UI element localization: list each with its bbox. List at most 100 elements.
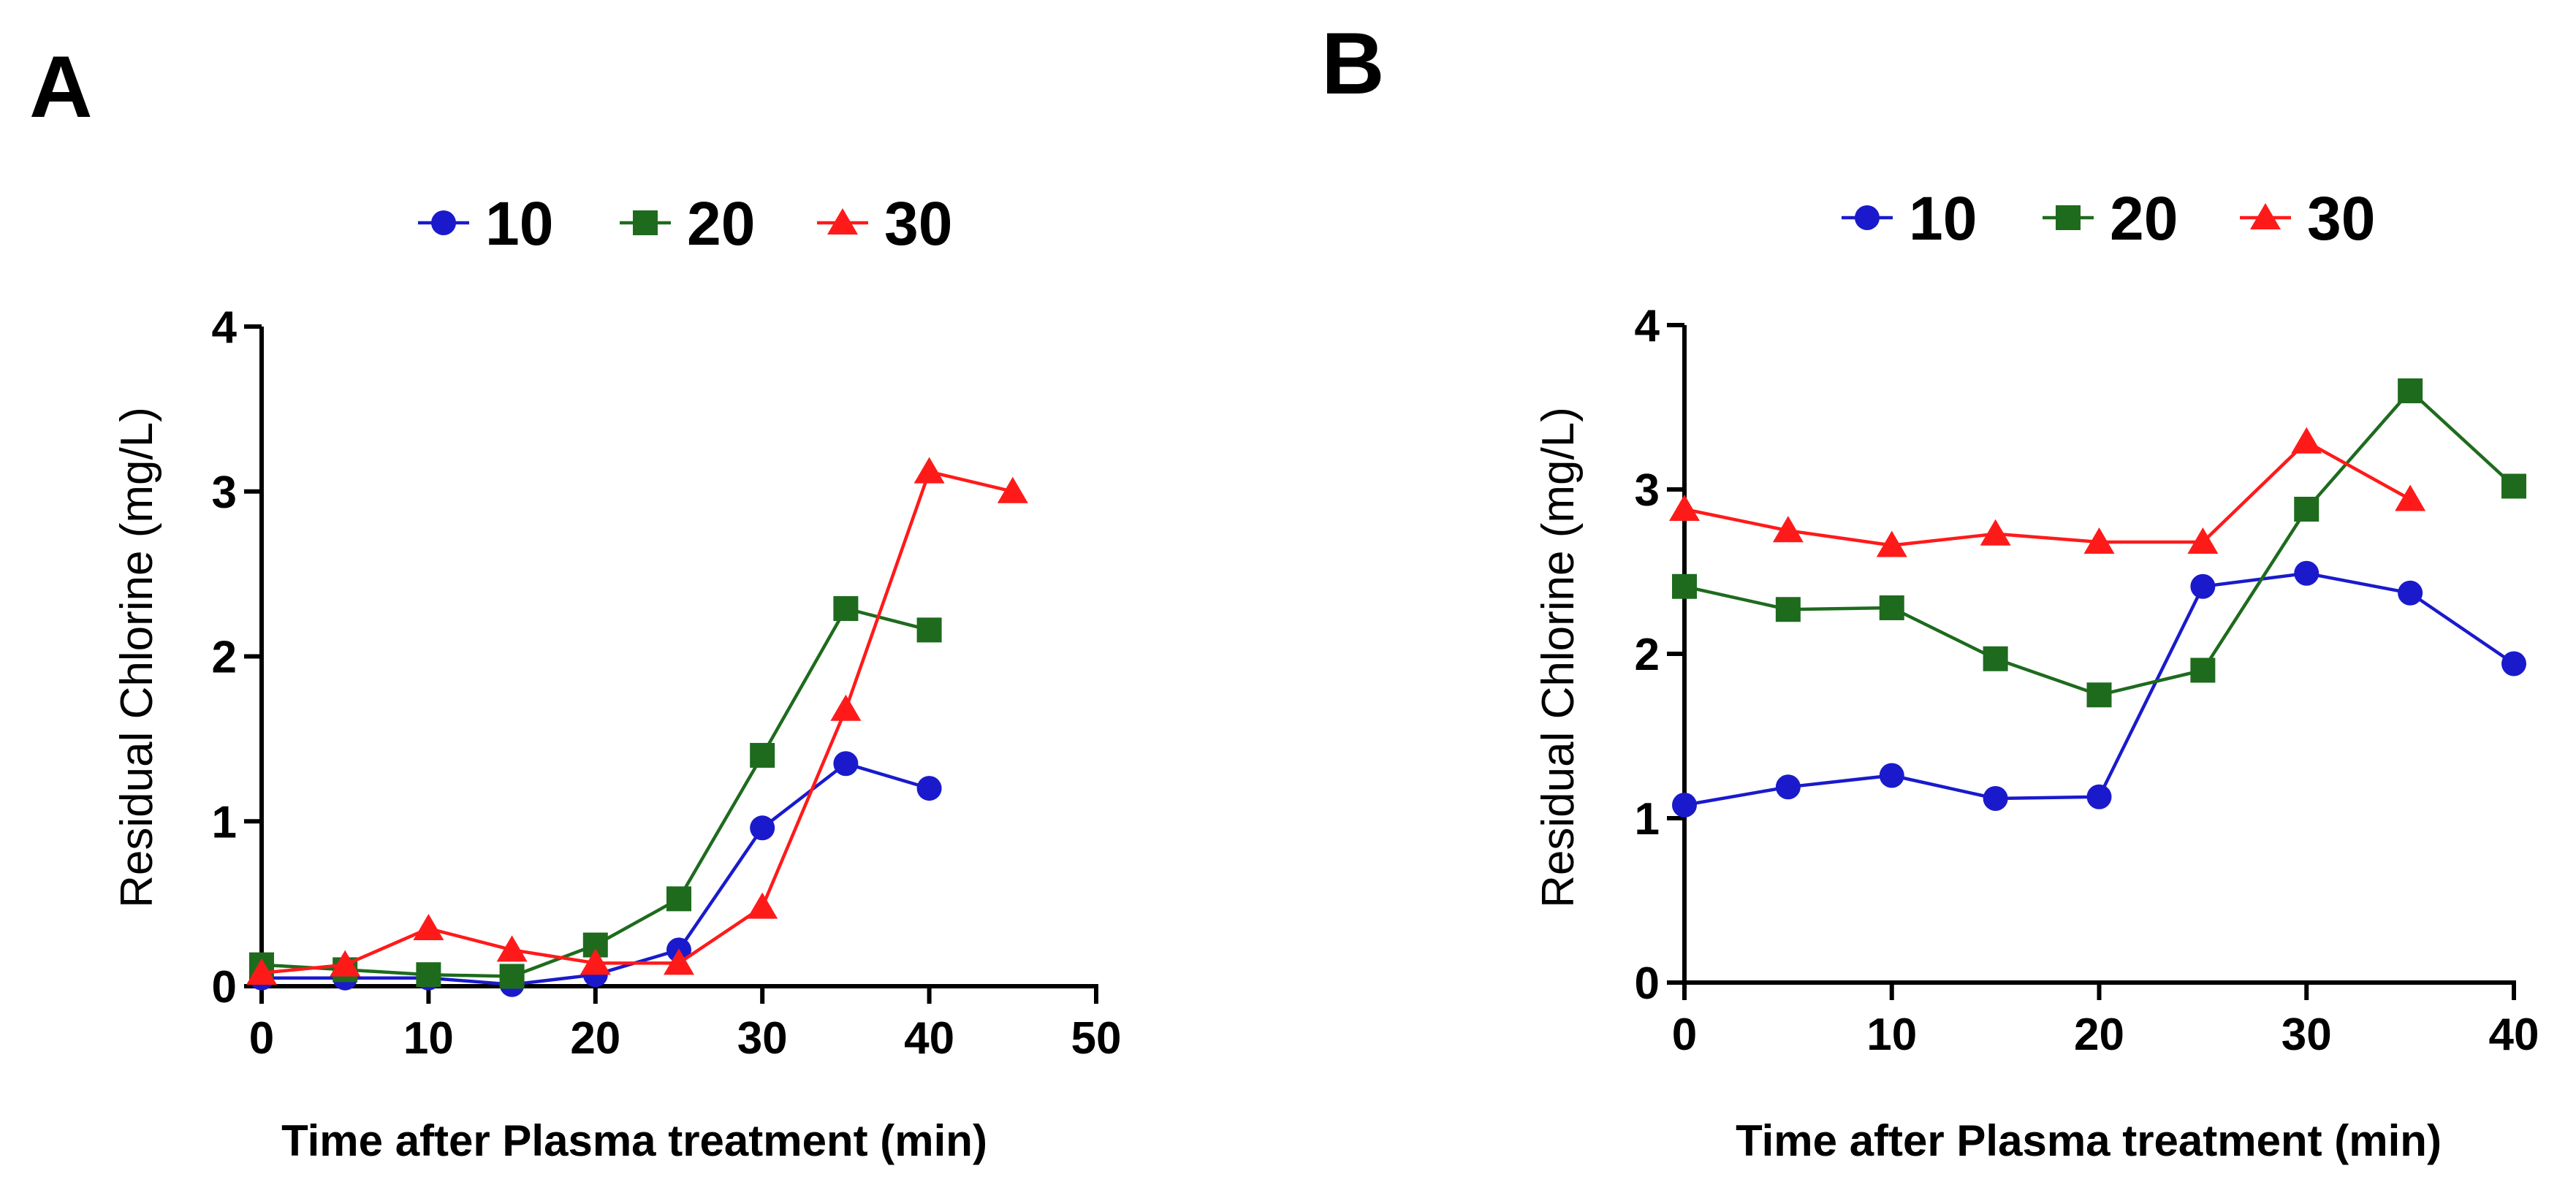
y-tick-label: 1 <box>212 797 237 847</box>
data-point-10 <box>1775 774 1801 800</box>
legend-label-30: 30 <box>884 189 952 258</box>
data-point-30 <box>413 913 444 940</box>
legend-label-10: 10 <box>485 189 553 258</box>
series-10 <box>1672 560 2526 817</box>
data-point-20 <box>1672 573 1697 599</box>
legend-label-20: 20 <box>2110 184 2178 253</box>
series-30 <box>246 457 1028 985</box>
x-tick-label: 10 <box>1866 1010 1917 1060</box>
data-point-10 <box>750 815 775 841</box>
x-tick-label: 20 <box>2074 1010 2124 1060</box>
data-point-30 <box>997 476 1028 503</box>
y-tick-label: 4 <box>1635 301 1660 351</box>
y-tick-label: 3 <box>1635 465 1660 516</box>
data-point-30 <box>246 958 277 985</box>
axes-b: 0 10 20 30 40 0 1 2 3 4 <box>1635 301 2539 1060</box>
data-point-10 <box>833 751 859 777</box>
y-tick-label: 3 <box>212 468 237 518</box>
legend-item-10: 10 <box>1842 184 1977 253</box>
panel-label-a: A <box>29 38 93 136</box>
y-tick-label: 0 <box>1635 958 1660 1009</box>
legend-item-30: 30 <box>817 189 952 258</box>
legend-marker-30 <box>2250 203 2281 229</box>
x-tick-label: 20 <box>570 1013 620 1064</box>
legend-item-20: 20 <box>620 189 755 258</box>
legend-item-10: 10 <box>418 189 553 258</box>
data-point-20 <box>916 617 942 643</box>
series-20 <box>249 596 942 989</box>
data-point-20 <box>666 886 691 912</box>
data-point-10 <box>2294 560 2319 586</box>
data-point-30 <box>1980 519 2011 546</box>
legend-marker-20 <box>633 210 658 235</box>
data-point-20 <box>833 596 859 622</box>
legend-b: 10 20 30 <box>1842 184 2375 253</box>
y-tick-label: 2 <box>212 633 237 683</box>
legend-label-30: 30 <box>2307 184 2375 253</box>
data-point-10 <box>2086 784 2112 809</box>
series-group-b <box>1669 378 2526 817</box>
x-tick-label: 40 <box>2489 1010 2539 1060</box>
data-point-20 <box>2501 473 2526 499</box>
data-point-30 <box>580 948 611 975</box>
chart-panel-b: B 10 20 30 0 10 20 30 40 0 1 2 3 4 Time after Plasm… <box>1321 15 2539 1165</box>
data-point-20 <box>1775 597 1801 622</box>
data-point-20 <box>1879 595 1904 620</box>
x-tick-label: 10 <box>403 1013 454 1064</box>
data-point-10 <box>1879 763 1904 788</box>
data-point-30 <box>830 694 862 721</box>
x-tick-label: 50 <box>1071 1013 1122 1064</box>
x-axis-label-b: Time after Plasma treatment (min) <box>1736 1116 2442 1165</box>
data-point-30 <box>1772 516 1804 543</box>
data-point-20 <box>499 964 525 989</box>
chart-panel-a: A 10 20 30 0 10 20 30 40 50 0 1 2 3 4 Time after Pla… <box>29 38 1121 1165</box>
data-point-20 <box>2398 378 2423 403</box>
data-point-30 <box>664 948 694 975</box>
data-point-20 <box>2086 682 2112 708</box>
legend-label-10: 10 <box>1909 184 1977 253</box>
series-line-30 <box>1684 440 2412 547</box>
panel-label-b: B <box>1321 15 1385 113</box>
data-point-30 <box>2187 527 2219 554</box>
data-point-30 <box>2395 484 2426 511</box>
data-point-10 <box>1672 793 1697 817</box>
data-point-20 <box>2190 657 2216 683</box>
y-axis-label-b: Residual Chlorine (mg/L) <box>1533 407 1584 908</box>
series-30 <box>1669 427 2426 557</box>
data-point-10 <box>1983 786 2008 811</box>
data-point-10 <box>2501 651 2526 676</box>
series-group-a <box>246 457 1028 997</box>
x-tick-label: 0 <box>1672 1010 1697 1060</box>
y-tick-label: 4 <box>212 302 238 353</box>
data-point-30 <box>1876 530 1907 557</box>
data-point-10 <box>2190 573 2216 599</box>
data-point-10 <box>916 776 942 801</box>
data-point-30 <box>1669 495 1700 521</box>
x-tick-label: 0 <box>249 1013 274 1064</box>
data-point-30 <box>913 457 945 484</box>
legend-marker-20 <box>2056 205 2081 230</box>
legend-marker-10 <box>1855 205 1880 230</box>
data-point-20 <box>1983 646 2008 671</box>
data-point-20 <box>750 742 775 768</box>
data-point-30 <box>2083 527 2115 554</box>
y-axis-label-a: Residual Chlorine (mg/L) <box>112 407 162 908</box>
y-tick-label: 2 <box>1635 630 1660 680</box>
x-tick-label: 30 <box>737 1013 788 1064</box>
legend-item-20: 20 <box>2043 184 2178 253</box>
series-line-30 <box>261 470 1014 975</box>
y-tick-label: 0 <box>212 962 237 1013</box>
legend-item-30: 30 <box>2240 184 2375 253</box>
data-point-30 <box>747 892 778 919</box>
x-tick-label: 30 <box>2281 1010 2332 1060</box>
data-point-20 <box>2294 497 2319 522</box>
legend-label-20: 20 <box>687 189 755 258</box>
x-axis-label-a: Time after Plasma treatment (min) <box>281 1116 987 1165</box>
data-point-10 <box>2398 580 2423 606</box>
legend-marker-10 <box>431 210 456 235</box>
x-tick-label: 40 <box>904 1013 954 1064</box>
legend-a: 10 20 30 <box>418 189 952 258</box>
data-point-30 <box>496 935 528 962</box>
data-point-30 <box>2291 427 2322 454</box>
